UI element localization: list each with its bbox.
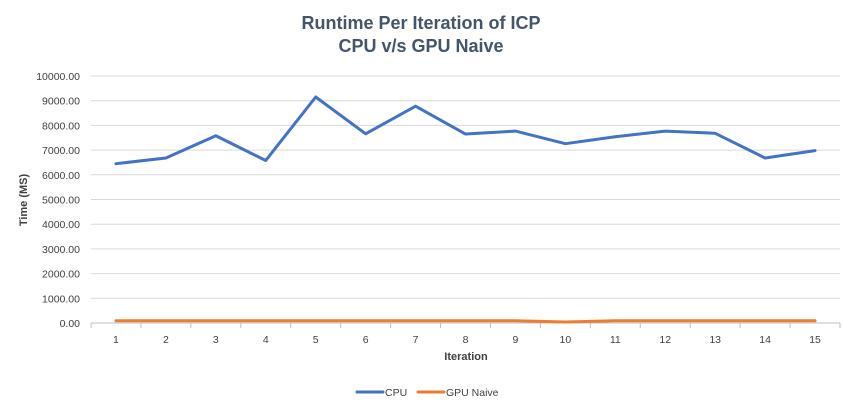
y-tick-label: 0.00 [60, 318, 81, 330]
x-tick-label: 3 [213, 334, 219, 346]
x-tick-label: 10 [560, 334, 572, 346]
data-point [164, 157, 167, 160]
x-tick-label: 1 [113, 334, 119, 346]
data-point [614, 135, 617, 138]
data-point [514, 130, 517, 133]
data-point [764, 157, 767, 160]
y-tick-label: 6000.00 [42, 170, 80, 182]
data-point [364, 132, 367, 135]
y-tick-label: 5000.00 [42, 195, 80, 207]
data-point [714, 319, 717, 322]
x-tick-label: 11 [610, 334, 621, 346]
x-tick-label: 9 [513, 334, 519, 346]
data-point [514, 319, 517, 322]
y-tick-label: 1000.00 [42, 293, 80, 305]
data-point [314, 319, 317, 322]
data-point [114, 162, 117, 165]
data-point [564, 321, 567, 324]
x-axis-title: Iteration [444, 351, 488, 363]
data-point [264, 319, 267, 322]
gridlines [91, 75, 840, 299]
data-point [414, 105, 417, 108]
x-tick-label: 12 [659, 334, 671, 346]
data-point [114, 319, 117, 322]
legend: CPU GPU Naive [355, 387, 499, 399]
x-tick-label: 2 [163, 334, 169, 346]
y-tick-label: 4000.00 [42, 219, 80, 231]
data-point [364, 319, 367, 322]
data-point [764, 319, 767, 322]
data-point [664, 130, 667, 133]
x-tick-label: 15 [809, 334, 821, 346]
series-line-cpu [114, 95, 817, 166]
chart-title: Runtime Per Iteration of ICP [301, 13, 540, 33]
data-point [464, 133, 467, 136]
legend-label-gpu-naive: GPU Naive [446, 387, 499, 399]
x-tick-label: 4 [263, 334, 269, 346]
y-tick-label: 10000.00 [36, 71, 80, 83]
data-point [814, 319, 817, 322]
data-point [164, 319, 167, 322]
y-axis: 0.00 1000.00 2000.00 3000.00 4000.00 5000.00 6… [36, 71, 80, 330]
x-tick-label: 6 [363, 334, 369, 346]
x-tick-label: 7 [413, 334, 419, 346]
data-point [814, 149, 817, 152]
chart-subtitle: CPU v/s GPU Naive [338, 36, 503, 56]
y-axis-title: Time (MS) [18, 173, 30, 226]
y-tick-label: 2000.00 [42, 269, 80, 281]
y-tick-label: 8000.00 [42, 120, 80, 132]
data-point [214, 134, 217, 137]
series-line-gpu-naive [114, 319, 817, 324]
data-point [414, 319, 417, 322]
data-point [214, 319, 217, 322]
y-tick-label: 7000.00 [42, 145, 80, 157]
data-point [314, 95, 317, 98]
x-axis: 1 2 3 4 5 6 7 8 9 10 11 12 13 14 15 [90, 322, 841, 346]
x-tick-label: 14 [759, 334, 771, 346]
y-tick-label: 3000.00 [42, 244, 80, 256]
data-point [714, 132, 717, 135]
y-tick-label: 9000.00 [42, 96, 80, 108]
data-point [264, 159, 267, 162]
legend-label-cpu: CPU [385, 387, 407, 399]
data-point [664, 319, 667, 322]
x-tick-label: 13 [709, 334, 721, 346]
data-point [564, 142, 567, 145]
data-point [614, 319, 617, 322]
data-point [464, 319, 467, 322]
series-lines [114, 95, 817, 324]
x-tick-label: 5 [313, 334, 319, 346]
x-tick-label: 8 [463, 334, 469, 346]
